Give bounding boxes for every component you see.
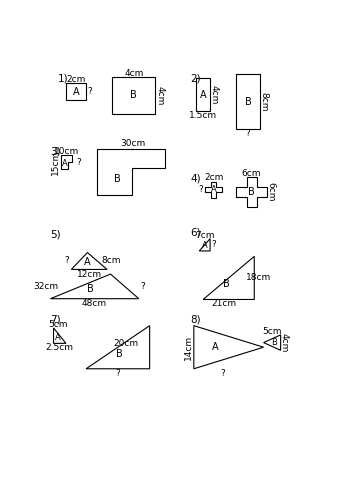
Text: 4): 4) bbox=[190, 174, 201, 184]
Text: A: A bbox=[202, 241, 208, 250]
Text: 21cm: 21cm bbox=[211, 299, 236, 308]
Text: 3): 3) bbox=[51, 146, 61, 156]
Text: 1.5cm: 1.5cm bbox=[189, 111, 217, 120]
Text: B: B bbox=[87, 284, 93, 294]
Text: 12cm: 12cm bbox=[76, 270, 102, 278]
Text: 1): 1) bbox=[58, 74, 69, 84]
Text: B: B bbox=[248, 187, 255, 197]
Text: 18cm: 18cm bbox=[246, 274, 272, 282]
Text: A: A bbox=[200, 90, 206, 100]
Text: 6cm: 6cm bbox=[266, 182, 275, 202]
Text: 30cm: 30cm bbox=[120, 140, 145, 148]
Text: 4cm: 4cm bbox=[280, 333, 289, 352]
Text: B: B bbox=[271, 338, 277, 347]
Text: B: B bbox=[245, 96, 251, 106]
Text: ?: ? bbox=[64, 256, 69, 266]
Text: A: A bbox=[84, 257, 91, 267]
Text: 7cm: 7cm bbox=[195, 231, 215, 240]
Text: B: B bbox=[116, 348, 122, 358]
Text: ?: ? bbox=[115, 369, 120, 378]
Text: 7): 7) bbox=[51, 314, 61, 324]
Text: 5): 5) bbox=[51, 230, 61, 239]
Text: 2.5cm: 2.5cm bbox=[46, 342, 74, 351]
Text: ?: ? bbox=[212, 240, 216, 250]
Text: 4cm: 4cm bbox=[155, 86, 164, 105]
Text: 2): 2) bbox=[190, 74, 201, 84]
Text: 8cm: 8cm bbox=[101, 256, 121, 266]
Text: 8cm: 8cm bbox=[259, 92, 268, 112]
Text: ?: ? bbox=[140, 282, 145, 291]
Text: 4cm: 4cm bbox=[124, 68, 143, 78]
Text: ?: ? bbox=[221, 369, 225, 378]
Text: A: A bbox=[211, 185, 216, 194]
Text: 6): 6) bbox=[190, 228, 201, 238]
Text: ?: ? bbox=[199, 185, 203, 194]
Text: 14cm: 14cm bbox=[184, 334, 193, 360]
Text: A: A bbox=[73, 86, 79, 97]
Text: 15cm: 15cm bbox=[51, 150, 61, 175]
Text: 32cm: 32cm bbox=[33, 282, 58, 291]
Text: ?: ? bbox=[246, 130, 250, 138]
Text: A: A bbox=[55, 332, 61, 342]
Text: 4cm: 4cm bbox=[210, 85, 218, 104]
Text: A: A bbox=[211, 342, 218, 352]
Text: B: B bbox=[114, 174, 121, 184]
Text: 5cm: 5cm bbox=[262, 328, 282, 336]
Text: B: B bbox=[223, 280, 229, 289]
Text: 8): 8) bbox=[190, 314, 201, 324]
Text: A: A bbox=[62, 158, 68, 168]
Text: ?: ? bbox=[76, 158, 81, 167]
Text: 6cm: 6cm bbox=[242, 168, 261, 177]
Text: 2cm: 2cm bbox=[204, 174, 223, 182]
Text: 10cm: 10cm bbox=[54, 147, 79, 156]
Text: 2cm: 2cm bbox=[66, 74, 86, 84]
Text: 48cm: 48cm bbox=[82, 299, 107, 308]
Text: 20cm: 20cm bbox=[113, 340, 138, 348]
Text: B: B bbox=[130, 90, 137, 101]
Text: ?: ? bbox=[87, 87, 92, 96]
Text: 5cm: 5cm bbox=[48, 320, 68, 330]
